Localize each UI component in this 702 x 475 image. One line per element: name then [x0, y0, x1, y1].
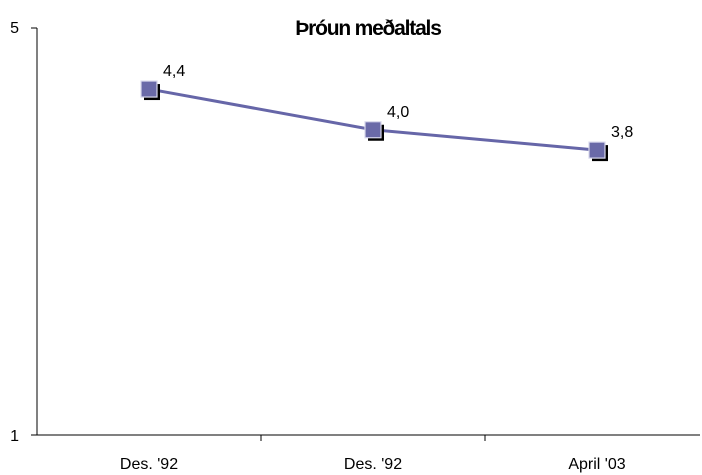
x-ticks [260, 435, 486, 441]
series-line [148, 87, 598, 152]
data-point [364, 121, 384, 141]
data-point [140, 80, 160, 101]
x-tick-label: April '03 [568, 456, 625, 473]
data-label: 3,8 [611, 124, 633, 141]
data-label: 4,4 [163, 63, 185, 80]
data-labels: 4,4 4,0 3,8 [163, 63, 633, 141]
data-point [588, 141, 608, 162]
x-tick-label: Des. '92 [120, 456, 178, 473]
chart-title: Þróun meðaltals [295, 17, 441, 40]
y-tick-label-min: 1 [10, 428, 19, 445]
data-markers [140, 80, 608, 162]
x-tick-labels: Des. '92 Des. '92 April '03 [120, 456, 626, 473]
x-tick-label: Des. '92 [344, 456, 402, 473]
y-tick-label-max: 5 [10, 20, 19, 37]
data-label: 4,0 [387, 104, 409, 121]
